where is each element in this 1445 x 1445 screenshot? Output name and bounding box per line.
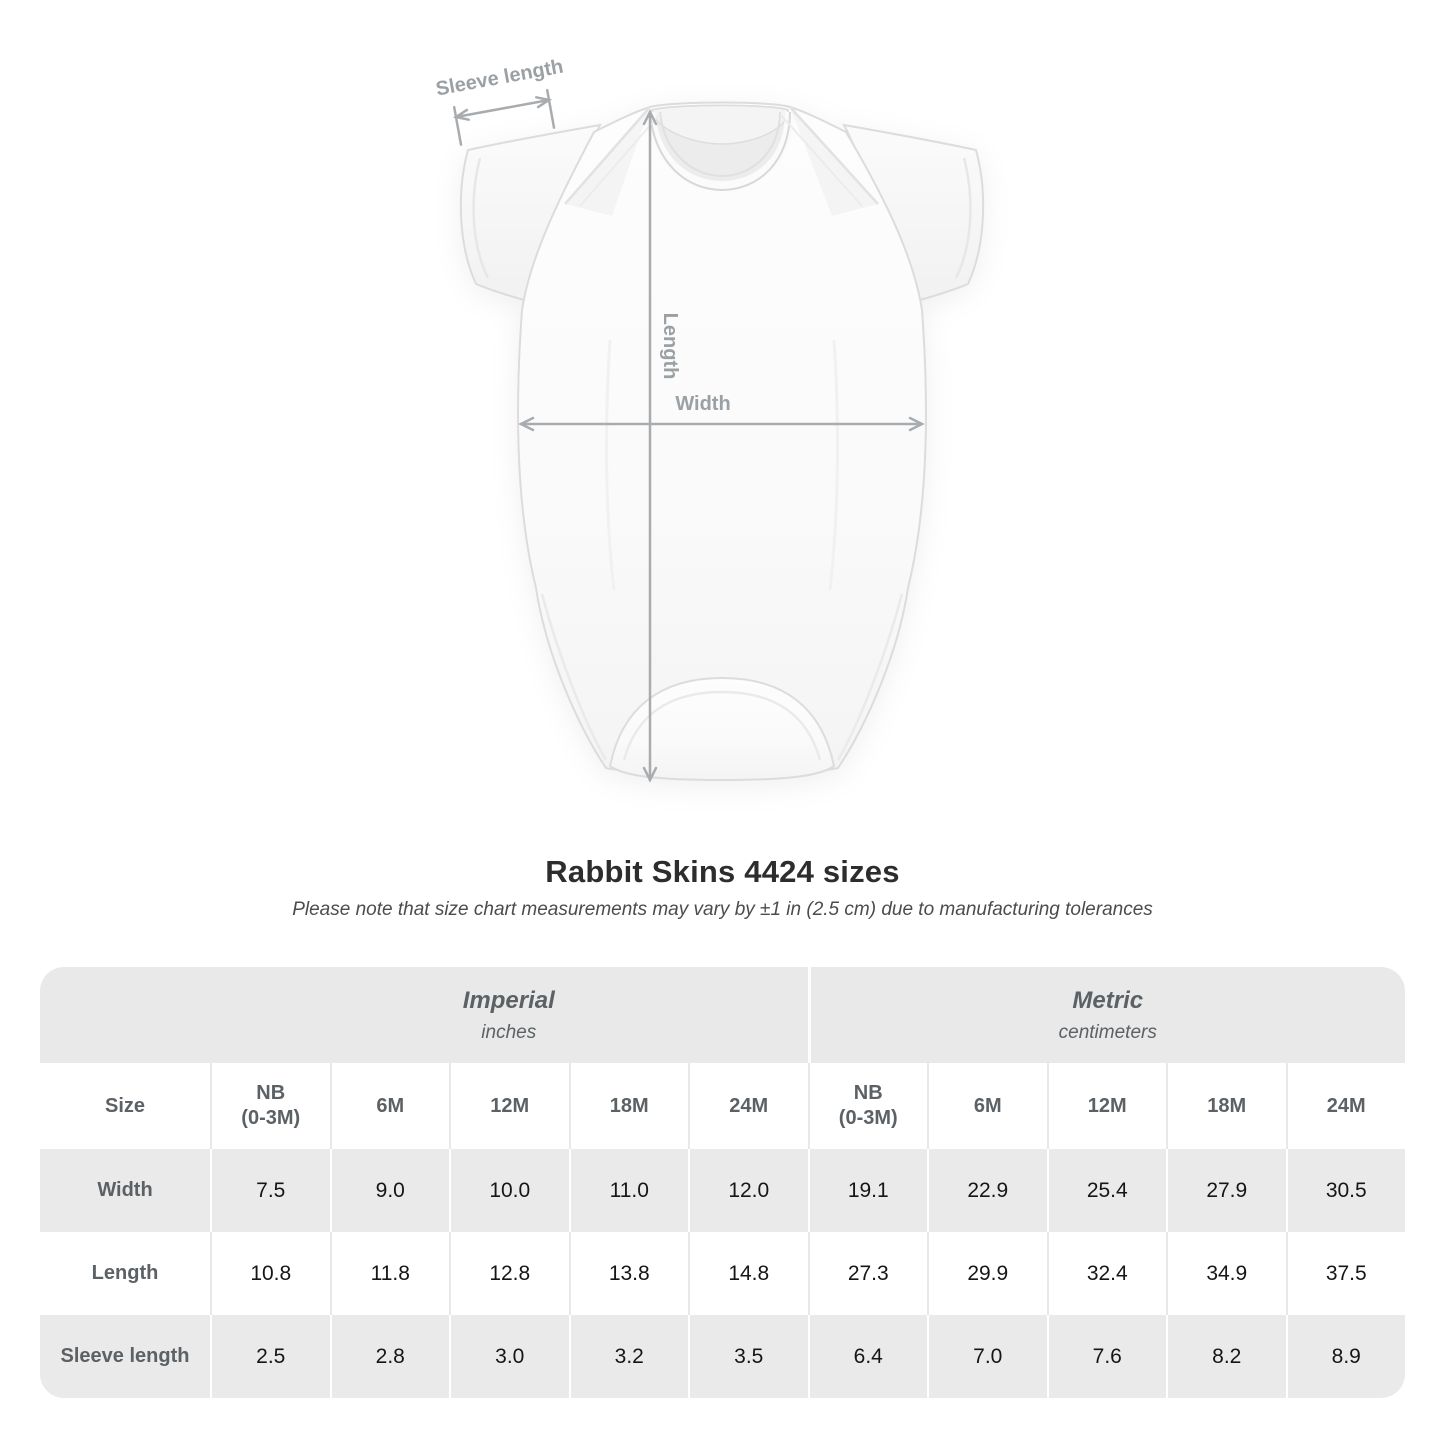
- size-table: Imperial inches Metric centimeters Size …: [40, 967, 1405, 1398]
- column-header: NB (0-3M): [807, 1063, 927, 1149]
- table-cell: 13.8: [568, 1232, 688, 1315]
- unit-group-unit: inches: [481, 1021, 537, 1043]
- length-label: Length: [659, 313, 681, 380]
- garment-measurement-diagram: Sleeve length Length Width: [434, 56, 985, 783]
- row-label-sleeve-length: Sleeve length: [40, 1315, 210, 1398]
- crotch-flap-seam: [622, 690, 822, 761]
- binding-edge: [659, 111, 781, 178]
- table-cell: 10.8: [210, 1232, 330, 1315]
- table-cell: 30.5: [1285, 1149, 1405, 1232]
- table-cell: 11.8: [329, 1232, 449, 1315]
- table-cell: 2.8: [329, 1315, 449, 1398]
- table-cell: 3.2: [568, 1315, 688, 1398]
- page-title: Rabbit Skins 4424 sizes: [545, 854, 900, 889]
- front-neck-binding: [645, 111, 795, 192]
- binding-edge: [649, 111, 791, 192]
- table-cell: 19.1: [807, 1149, 927, 1232]
- table-cell: 2.5: [210, 1315, 330, 1398]
- unit-group-unit: centimeters: [1058, 1021, 1157, 1043]
- left-cuff-seam: [472, 157, 490, 279]
- width-label: Width: [675, 393, 730, 415]
- back-collar: [651, 104, 789, 145]
- column-header: 6M: [927, 1063, 1047, 1149]
- table-cell: 7.5: [210, 1149, 330, 1232]
- left-flap-seam: [564, 106, 651, 205]
- table-cell: 8.2: [1166, 1315, 1286, 1398]
- right-cuff-seam: [954, 157, 972, 279]
- table-cell: 12.8: [449, 1232, 569, 1315]
- table-cell: 34.9: [1166, 1232, 1286, 1315]
- tolerance-note: Please note that size chart measurements…: [292, 899, 1153, 920]
- column-header: NB (0-3M): [210, 1063, 330, 1149]
- table-cell: 7.0: [927, 1315, 1047, 1398]
- table-cell: 32.4: [1046, 1232, 1166, 1315]
- row-label-length: Length: [40, 1232, 210, 1315]
- table-cell: 3.5: [688, 1315, 808, 1398]
- column-header: 12M: [449, 1063, 569, 1149]
- unit-group-imperial: Imperial inches: [40, 967, 808, 1063]
- column-header: 24M: [688, 1063, 808, 1149]
- width-arrow: [518, 416, 925, 432]
- sleeve-length-arrow: [452, 88, 556, 146]
- table-cell: 8.9: [1285, 1315, 1405, 1398]
- table-cell: 14.8: [688, 1232, 808, 1315]
- column-header: 18M: [568, 1063, 688, 1149]
- column-header: 24M: [1285, 1063, 1405, 1149]
- sleeve-length-label: Sleeve length: [434, 56, 565, 101]
- size-column-header: Size: [40, 1063, 210, 1149]
- onesie-diagram-svg: Sleeve length Length Width: [434, 56, 985, 783]
- right-flap-binding: [779, 113, 863, 207]
- table-cell: 11.0: [568, 1149, 688, 1232]
- table-cell: 29.9: [927, 1232, 1047, 1315]
- column-header: 18M: [1166, 1063, 1286, 1149]
- table-cell: 3.0: [449, 1315, 569, 1398]
- table-cell: 25.4: [1046, 1149, 1166, 1232]
- unit-group-title: Imperial: [462, 986, 555, 1014]
- length-arrow: [642, 109, 658, 783]
- onesie-body: [517, 101, 927, 775]
- unit-group-metric: Metric centimeters: [807, 967, 1405, 1063]
- row-label-width: Width: [40, 1149, 210, 1232]
- left-flap-binding: [579, 113, 661, 207]
- unit-group-title: Metric: [1072, 986, 1144, 1014]
- right-flap-seam: [789, 106, 879, 205]
- table-cell: 9.0: [329, 1149, 449, 1232]
- right-leg-seam: [836, 593, 904, 761]
- measurement-annotations: [452, 88, 925, 783]
- table-cell: 12.0: [688, 1149, 808, 1232]
- table-cell: 27.3: [807, 1232, 927, 1315]
- fold-line: [605, 339, 616, 591]
- table-cell: 27.9: [1166, 1149, 1286, 1232]
- column-header: 6M: [329, 1063, 449, 1149]
- table-cell: 10.0: [449, 1149, 569, 1232]
- table-cell: 37.5: [1285, 1232, 1405, 1315]
- column-header: 12M: [1046, 1063, 1166, 1149]
- onesie-graphic: [459, 101, 985, 782]
- table-cell: 22.9: [927, 1149, 1047, 1232]
- table-cell: 6.4: [807, 1315, 927, 1398]
- left-leg-seam: [540, 593, 608, 761]
- table-cell: 7.6: [1046, 1315, 1166, 1398]
- fold-line: [828, 339, 839, 591]
